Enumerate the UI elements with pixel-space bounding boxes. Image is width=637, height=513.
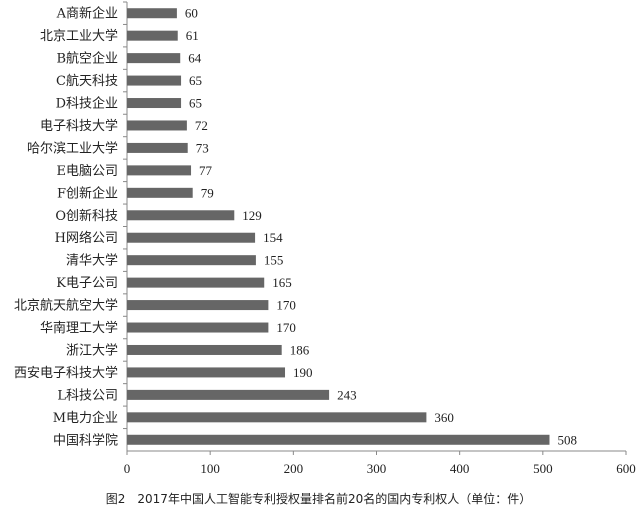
value-label: 65 xyxy=(189,73,202,88)
value-label: 73 xyxy=(196,140,209,155)
value-label: 155 xyxy=(264,253,284,268)
category-label: 中国科学院 xyxy=(53,432,118,448)
bar xyxy=(127,120,187,131)
bar xyxy=(127,53,181,64)
bar xyxy=(127,300,269,311)
bar xyxy=(127,255,256,266)
chart-svg: 0 100 200 300 400 500 600 A商新企业 60 北京工业大学 61 B航空企业 6… xyxy=(14,1,636,476)
x-tick-label: 600 xyxy=(616,461,636,476)
x-tick-label: 100 xyxy=(200,461,220,476)
value-label: 60 xyxy=(185,6,198,21)
category-label: B航空企业 xyxy=(56,51,118,67)
category-label: 西安电子科技大学 xyxy=(14,365,118,381)
value-label: 64 xyxy=(188,51,202,66)
value-label: 170 xyxy=(276,320,296,335)
value-label: 243 xyxy=(337,387,357,402)
value-label: 129 xyxy=(242,208,262,223)
value-label: 65 xyxy=(189,96,202,111)
bar xyxy=(127,389,330,400)
x-tick-label: 500 xyxy=(533,461,553,476)
bar xyxy=(127,210,235,221)
category-label: 华南理工大学 xyxy=(40,320,118,336)
bar xyxy=(127,412,427,423)
value-label: 508 xyxy=(557,432,577,447)
bar xyxy=(127,277,265,288)
category-label: L科技公司 xyxy=(57,388,118,403)
bar xyxy=(127,98,182,109)
value-label: 61 xyxy=(186,28,199,43)
value-label: 186 xyxy=(290,342,310,357)
value-label: 154 xyxy=(263,230,283,245)
category-label: H网络公司 xyxy=(55,230,118,246)
category-label: O创新科技 xyxy=(55,208,118,224)
category-label: E电脑公司 xyxy=(57,164,119,179)
bar xyxy=(127,165,192,176)
x-tick-label: 400 xyxy=(450,461,470,476)
category-label: D科技企业 xyxy=(56,96,118,112)
bar xyxy=(127,75,182,86)
bar xyxy=(127,142,188,153)
x-tick-label: 300 xyxy=(367,461,387,476)
chart-caption: 图2 2017年中国人工智能专利授权量排名前20名的国内专利权人（单位：件） xyxy=(105,492,532,506)
bar xyxy=(127,344,282,355)
bar xyxy=(127,367,286,378)
category-label: 电子科技大学 xyxy=(40,118,118,134)
category-label: M电力企业 xyxy=(53,410,118,426)
value-label: 79 xyxy=(201,185,214,200)
bar xyxy=(127,187,193,198)
category-label: 清华大学 xyxy=(66,253,118,269)
value-label: 360 xyxy=(434,410,454,425)
category-label: 浙江大学 xyxy=(66,342,118,358)
x-tick-label: 0 xyxy=(124,461,131,476)
x-tick-label: 200 xyxy=(284,461,304,476)
category-label: C航天科技 xyxy=(56,73,118,89)
category-label: K电子公司 xyxy=(56,276,118,291)
value-label: 72 xyxy=(195,118,208,133)
value-label: 190 xyxy=(293,365,313,380)
value-label: 77 xyxy=(199,163,213,178)
category-label: 北京工业大学 xyxy=(40,28,118,44)
category-label: A商新企业 xyxy=(56,6,118,22)
category-label: F创新企业 xyxy=(57,185,118,201)
bar xyxy=(127,8,177,19)
category-label: 北京航天航空大学 xyxy=(14,298,118,314)
bar-chart: 0 100 200 300 400 500 600 A商新企业 60 北京工业大学 61 B航空企业 6… xyxy=(14,1,636,476)
category-label: 哈尔滨工业大学 xyxy=(27,140,118,156)
bar xyxy=(127,232,256,243)
bar xyxy=(127,322,269,333)
value-label: 165 xyxy=(272,275,292,290)
bar xyxy=(127,434,550,445)
value-label: 170 xyxy=(276,298,296,313)
bar xyxy=(127,30,178,41)
